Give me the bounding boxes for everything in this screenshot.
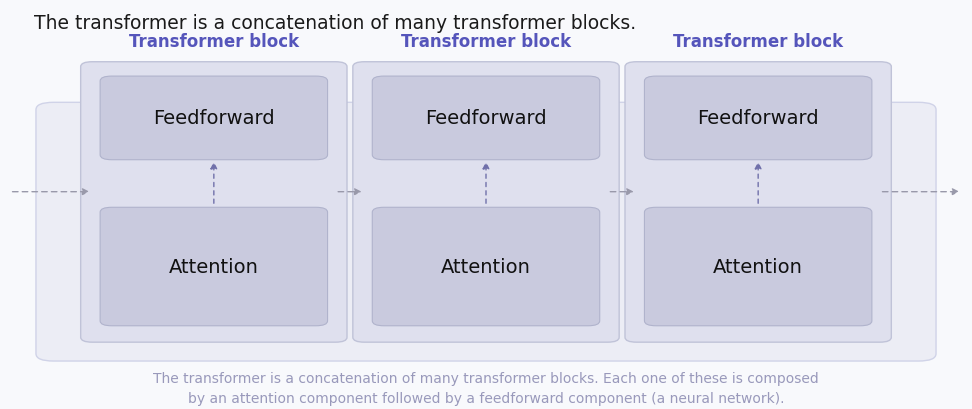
FancyBboxPatch shape [100,77,328,160]
Text: Attention: Attention [713,257,803,276]
FancyBboxPatch shape [81,63,347,342]
Text: Feedforward: Feedforward [697,109,819,128]
FancyBboxPatch shape [36,103,936,361]
FancyBboxPatch shape [625,63,891,342]
FancyBboxPatch shape [100,208,328,326]
Text: The transformer is a concatenation of many transformer blocks. Each one of these: The transformer is a concatenation of ma… [154,371,818,385]
Text: Feedforward: Feedforward [153,109,275,128]
Text: The transformer is a concatenation of many transformer blocks.: The transformer is a concatenation of ma… [34,14,636,33]
Text: Feedforward: Feedforward [425,109,547,128]
FancyBboxPatch shape [644,77,872,160]
FancyBboxPatch shape [372,208,600,326]
Text: Transformer block: Transformer block [128,33,299,51]
Text: Attention: Attention [441,257,531,276]
Text: Transformer block: Transformer block [400,33,572,51]
FancyBboxPatch shape [353,63,619,342]
Text: Transformer block: Transformer block [673,33,844,51]
FancyBboxPatch shape [372,77,600,160]
FancyBboxPatch shape [644,208,872,326]
Text: by an attention component followed by a feedforward component (a neural network): by an attention component followed by a … [188,391,784,405]
Text: Attention: Attention [169,257,259,276]
